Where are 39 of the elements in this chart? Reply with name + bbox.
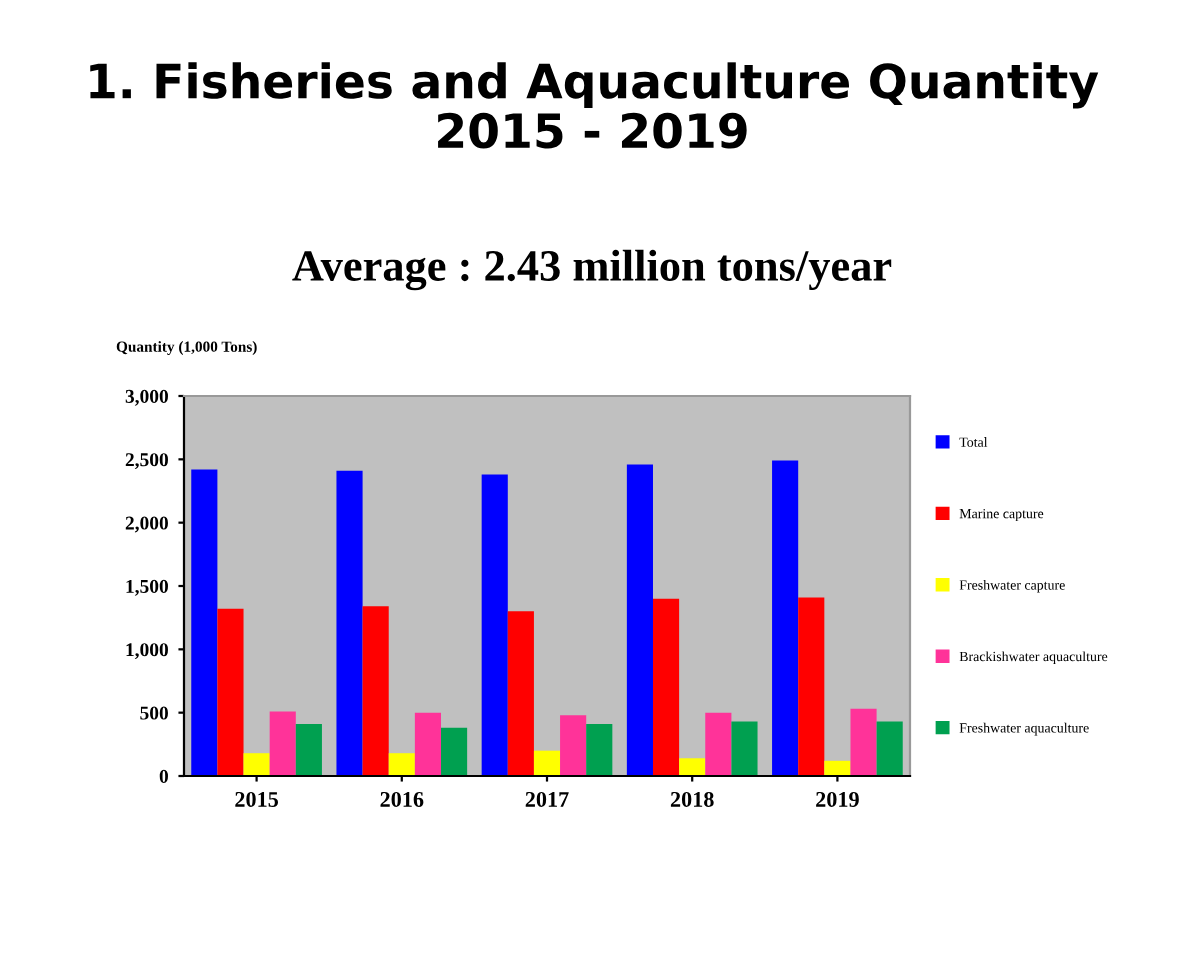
x-tick-label: 2018 — [670, 791, 714, 807]
bar — [295, 724, 322, 776]
bar — [850, 708, 877, 776]
bar — [705, 712, 732, 776]
bar — [191, 469, 218, 776]
bar — [362, 606, 389, 776]
bar — [269, 711, 296, 776]
bar — [798, 597, 825, 776]
y-tick-label: 1,000 — [126, 643, 168, 660]
bar — [731, 721, 758, 776]
bar — [876, 721, 903, 776]
bar — [414, 712, 441, 776]
bar — [507, 611, 534, 776]
bar — [533, 750, 561, 776]
bar — [336, 470, 363, 776]
bar — [653, 598, 680, 776]
x-tick-label: 2019 — [816, 791, 859, 807]
bar — [217, 608, 244, 776]
y-tick-label: 500 — [140, 706, 168, 720]
bar — [824, 760, 851, 776]
bar — [441, 727, 468, 776]
x-tick-label: 2015 — [235, 791, 279, 807]
bar — [560, 715, 587, 776]
y-tick-label: 2,000 — [125, 516, 168, 533]
bar — [481, 474, 508, 776]
chart-subtitle: Average : 2.43 million tons/year — [292, 249, 892, 291]
y-tick-label: 0 — [159, 769, 168, 783]
x-tick-label: 2016 — [380, 791, 424, 807]
bar — [626, 464, 653, 776]
bar — [243, 753, 270, 776]
bar — [679, 758, 706, 776]
y-tick-label: 1,500 — [126, 579, 168, 596]
x-tick-label: 2017 — [525, 791, 569, 807]
y-tick-label: 3,000 — [125, 389, 168, 406]
bar — [772, 460, 799, 776]
bar — [388, 753, 415, 776]
bar — [586, 724, 613, 776]
chart-title: 1. Fisheries and Aquaculture Quantity 2015 - 2019 — [90, 62, 1099, 149]
y-tick-label: 2,500 — [125, 453, 168, 470]
